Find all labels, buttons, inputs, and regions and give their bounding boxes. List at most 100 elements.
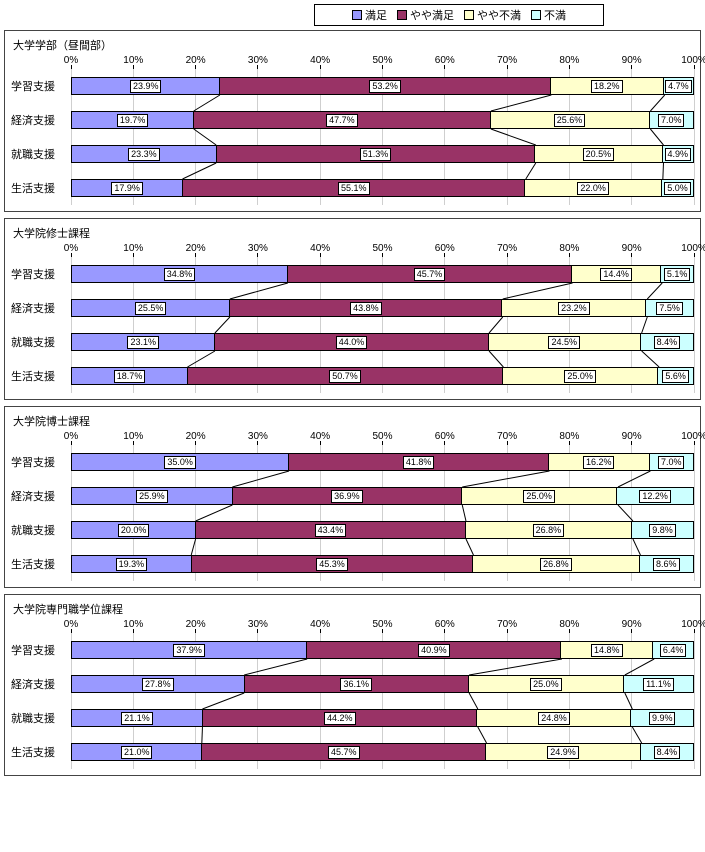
row-label: 経済支援 [11, 300, 67, 316]
bar-segment: 20.5% [535, 146, 662, 162]
panel-title: 大学院修士課程 [13, 225, 694, 241]
bar-segment: 50.7% [188, 368, 503, 384]
axis-tick-label: 0% [64, 619, 78, 630]
segment-value-label: 18.2% [591, 80, 623, 93]
segment-value-label: 24.9% [547, 746, 579, 759]
axis-tick-label: 40% [310, 55, 330, 66]
axis-tick-label: 50% [372, 243, 392, 254]
stacked-bar: 20.0%43.4% 26.8% 9.8% [71, 521, 694, 539]
row-label: 生活支援 [11, 368, 67, 384]
axis-tick-label: 90% [622, 55, 642, 66]
segment-value-label: 47.7% [326, 114, 358, 127]
bar-segment: 45.7% [202, 744, 486, 760]
segment-value-label: 5.0% [664, 182, 691, 195]
bar-segment: 9.9% [631, 710, 692, 726]
bar-segment: 25.0% [469, 676, 624, 692]
axis-tick-label: 40% [310, 431, 330, 442]
segment-value-label: 40.9% [418, 644, 450, 657]
segment-value-label: 53.2% [369, 80, 401, 93]
stacked-bar: 21.1%44.2%24.8%9.9% [71, 709, 694, 727]
bar-segment: 5.1% [661, 266, 693, 282]
axis-tick-label: 50% [372, 55, 392, 66]
segment-value-label: 23.2% [558, 302, 590, 315]
row-label: 就職支援 [11, 710, 67, 726]
bar-segment: 17.9% [72, 180, 183, 196]
bar-segment: 5.0% [662, 180, 693, 196]
segment-value-label: 26.8% [540, 558, 572, 571]
chart-row: 生活支援18.7%50.7%25.0%5.6% [71, 359, 694, 393]
bar-segment: 25.5% [72, 300, 230, 316]
segment-value-label: 43.8% [350, 302, 382, 315]
bar-segment: 9.8% [632, 522, 693, 538]
bar-segment: 14.8% [561, 642, 653, 658]
row-label: 就職支援 [11, 146, 67, 162]
axis-tick-label: 10% [123, 243, 143, 254]
stacked-bar: 35.0%41.8%16.2%7.0% [71, 453, 694, 471]
bar-segment: 51.3% [217, 146, 536, 162]
axis-tick-label: 60% [435, 619, 455, 630]
bar-segment: 23.2% [502, 300, 646, 316]
bar-segment: 7.5% [646, 300, 693, 316]
row-label: 学習支援 [11, 78, 67, 94]
axis-tick-label: 80% [559, 431, 579, 442]
axis-tick-label: 40% [310, 619, 330, 630]
axis-tick-label: 70% [497, 431, 517, 442]
legend-item: やや満足 [397, 7, 454, 23]
segment-value-label: 14.4% [600, 268, 632, 281]
segment-value-label: 41.8% [403, 456, 435, 469]
chart-row: 経済支援19.7%47.7%25.6%7.0% [71, 103, 694, 137]
axis-tick-label: 20% [186, 55, 206, 66]
bar-segment: 53.2% [220, 78, 550, 94]
axis-tick-label: 10% [123, 55, 143, 66]
bar-segment: 23.3% [72, 146, 217, 162]
chart-row: 生活支援21.0%45.7%24.9%8.4% [71, 735, 694, 769]
stacked-bar: 25.9%36.9%25.0%12.2% [71, 487, 694, 505]
bar-segment: 24.9% [486, 744, 641, 760]
legend-swatch [352, 10, 362, 20]
segment-value-label: 26.8% [533, 524, 565, 537]
bar-segment: 18.2% [551, 78, 664, 94]
legend-swatch [464, 10, 474, 20]
segment-value-label: 9.8% [649, 524, 676, 537]
bar-segment: 25.6% [491, 112, 650, 128]
bar-segment: 20.0% [72, 522, 196, 538]
bar-segment: 14.4% [572, 266, 661, 282]
row-label: 経済支援 [11, 112, 67, 128]
chart-row: 就職支援23.1%44.0%24.5%8.4% [71, 325, 694, 359]
axis-tick-label: 0% [64, 55, 78, 66]
x-axis: 0%10%20%30%40%50%60%70%80%90%100% [71, 243, 694, 257]
axis-tick-label: 100% [681, 55, 705, 66]
segment-value-label: 36.9% [331, 490, 363, 503]
chart-row: 就職支援23.3%51.3%20.5%4.9% [71, 137, 694, 171]
segment-value-label: 35.0% [164, 456, 196, 469]
x-axis: 0%10%20%30%40%50%60%70%80%90%100% [71, 619, 694, 633]
bars-area: 学習支援37.9%40.9%14.8%6.4%経済支援27.8%36.1%25.… [71, 633, 694, 769]
segment-value-label: 4.7% [665, 80, 692, 93]
segment-value-label: 23.3% [128, 148, 160, 161]
bar-segment: 43.4% [196, 522, 466, 538]
axis-tick-label: 20% [186, 243, 206, 254]
legend-swatch [397, 10, 407, 20]
bar-segment: 5.6% [658, 368, 693, 384]
row-label: 学習支援 [11, 266, 67, 282]
row-label: 生活支援 [11, 180, 67, 196]
panel-title: 大学学部（昼間部） [13, 37, 694, 53]
segment-value-label: 6.4% [660, 644, 687, 657]
axis-tick-label: 100% [681, 243, 705, 254]
chart-panel: 大学院専門職学位課程0%10%20%30%40%50%60%70%80%90%1… [4, 594, 701, 776]
segment-value-label: 25.0% [530, 678, 562, 691]
axis-tick-label: 90% [622, 243, 642, 254]
segment-value-label: 8.6% [653, 558, 680, 571]
segment-value-label: 16.2% [583, 456, 615, 469]
axis-tick-label: 30% [248, 619, 268, 630]
segment-value-label: 25.0% [564, 370, 596, 383]
axis-tick-label: 60% [435, 243, 455, 254]
bar-segment: 36.9% [233, 488, 462, 504]
bar-segment: 36.1% [245, 676, 469, 692]
stacked-bar: 27.8%36.1%25.0%11.1% [71, 675, 694, 693]
segment-value-label: 20.5% [583, 148, 615, 161]
segment-value-label: 7.5% [656, 302, 683, 315]
axis-tick-label: 70% [497, 243, 517, 254]
bar-segment: 23.9% [72, 78, 220, 94]
stacked-bar: 19.3%45.3%26.8%8.6% [71, 555, 694, 573]
